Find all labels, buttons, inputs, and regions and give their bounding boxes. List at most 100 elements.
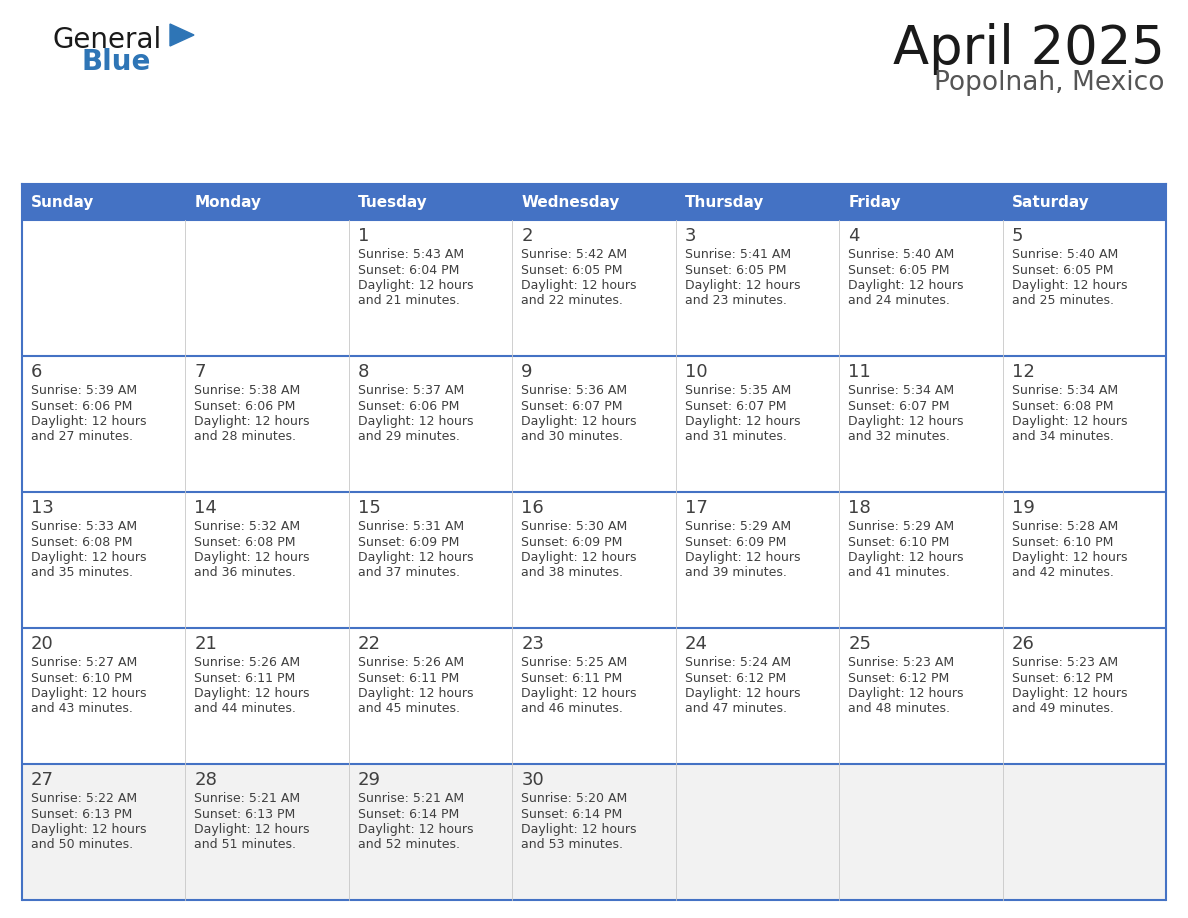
Text: Sunset: 6:06 PM: Sunset: 6:06 PM xyxy=(195,399,296,412)
Text: Daylight: 12 hours: Daylight: 12 hours xyxy=(684,415,801,428)
Text: Daylight: 12 hours: Daylight: 12 hours xyxy=(522,415,637,428)
Bar xyxy=(23,184,185,220)
Text: Sunset: 6:09 PM: Sunset: 6:09 PM xyxy=(522,535,623,548)
Text: 29: 29 xyxy=(358,771,381,789)
Bar xyxy=(23,628,1165,764)
Text: Sunset: 6:07 PM: Sunset: 6:07 PM xyxy=(522,399,623,412)
Text: Sunrise: 5:36 AM: Sunrise: 5:36 AM xyxy=(522,384,627,397)
Text: Sunrise: 5:23 AM: Sunrise: 5:23 AM xyxy=(1011,656,1118,669)
Text: Sunset: 6:10 PM: Sunset: 6:10 PM xyxy=(1011,535,1113,548)
Text: and 46 minutes.: and 46 minutes. xyxy=(522,702,624,715)
Text: and 43 minutes.: and 43 minutes. xyxy=(31,702,133,715)
Text: Sunrise: 5:30 AM: Sunrise: 5:30 AM xyxy=(522,520,627,533)
Text: and 39 minutes.: and 39 minutes. xyxy=(684,566,786,579)
Text: 9: 9 xyxy=(522,363,532,381)
Text: Daylight: 12 hours: Daylight: 12 hours xyxy=(848,551,963,564)
Text: and 28 minutes.: and 28 minutes. xyxy=(195,431,297,443)
Text: 16: 16 xyxy=(522,499,544,517)
Text: 30: 30 xyxy=(522,771,544,789)
Text: Sunset: 6:08 PM: Sunset: 6:08 PM xyxy=(195,535,296,548)
Text: and 21 minutes.: and 21 minutes. xyxy=(358,295,460,308)
Text: Sunrise: 5:40 AM: Sunrise: 5:40 AM xyxy=(848,248,954,261)
Text: Daylight: 12 hours: Daylight: 12 hours xyxy=(31,551,146,564)
Text: Sunrise: 5:34 AM: Sunrise: 5:34 AM xyxy=(1011,384,1118,397)
Text: 19: 19 xyxy=(1011,499,1035,517)
Text: and 24 minutes.: and 24 minutes. xyxy=(848,295,950,308)
Text: 1: 1 xyxy=(358,227,369,245)
Text: Blue: Blue xyxy=(82,48,151,76)
Text: Sunrise: 5:42 AM: Sunrise: 5:42 AM xyxy=(522,248,627,261)
Text: Sunrise: 5:33 AM: Sunrise: 5:33 AM xyxy=(31,520,137,533)
Text: 14: 14 xyxy=(195,499,217,517)
Text: and 22 minutes.: and 22 minutes. xyxy=(522,295,624,308)
Text: Sunrise: 5:32 AM: Sunrise: 5:32 AM xyxy=(195,520,301,533)
Text: and 53 minutes.: and 53 minutes. xyxy=(522,838,624,852)
Text: Sunrise: 5:20 AM: Sunrise: 5:20 AM xyxy=(522,792,627,805)
Text: Sunset: 6:08 PM: Sunset: 6:08 PM xyxy=(31,535,133,548)
Bar xyxy=(676,184,839,220)
Text: and 32 minutes.: and 32 minutes. xyxy=(848,431,950,443)
Text: Daylight: 12 hours: Daylight: 12 hours xyxy=(522,551,637,564)
Bar xyxy=(349,184,512,220)
Text: Friday: Friday xyxy=(848,195,901,209)
Text: 18: 18 xyxy=(848,499,871,517)
Text: Daylight: 12 hours: Daylight: 12 hours xyxy=(31,823,146,836)
Text: 10: 10 xyxy=(684,363,707,381)
Text: Sunset: 6:05 PM: Sunset: 6:05 PM xyxy=(1011,263,1113,276)
Text: Sunset: 6:05 PM: Sunset: 6:05 PM xyxy=(848,263,949,276)
Text: 23: 23 xyxy=(522,635,544,653)
Text: and 35 minutes.: and 35 minutes. xyxy=(31,566,133,579)
Text: and 42 minutes.: and 42 minutes. xyxy=(1011,566,1113,579)
Text: 2: 2 xyxy=(522,227,532,245)
Text: 28: 28 xyxy=(195,771,217,789)
Text: Daylight: 12 hours: Daylight: 12 hours xyxy=(358,823,473,836)
Text: Daylight: 12 hours: Daylight: 12 hours xyxy=(195,415,310,428)
Text: Saturday: Saturday xyxy=(1011,195,1089,209)
Text: 5: 5 xyxy=(1011,227,1023,245)
Polygon shape xyxy=(170,24,194,46)
Text: Sunrise: 5:34 AM: Sunrise: 5:34 AM xyxy=(848,384,954,397)
Text: Sunrise: 5:41 AM: Sunrise: 5:41 AM xyxy=(684,248,791,261)
Text: Daylight: 12 hours: Daylight: 12 hours xyxy=(358,551,473,564)
Text: Sunrise: 5:29 AM: Sunrise: 5:29 AM xyxy=(848,520,954,533)
Text: Sunset: 6:12 PM: Sunset: 6:12 PM xyxy=(848,671,949,685)
Text: 21: 21 xyxy=(195,635,217,653)
Text: Sunrise: 5:39 AM: Sunrise: 5:39 AM xyxy=(31,384,137,397)
Text: Sunrise: 5:38 AM: Sunrise: 5:38 AM xyxy=(195,384,301,397)
Text: Daylight: 12 hours: Daylight: 12 hours xyxy=(684,551,801,564)
Text: Sunrise: 5:43 AM: Sunrise: 5:43 AM xyxy=(358,248,465,261)
Text: Sunrise: 5:26 AM: Sunrise: 5:26 AM xyxy=(195,656,301,669)
Text: 26: 26 xyxy=(1011,635,1035,653)
Text: 24: 24 xyxy=(684,635,708,653)
Text: and 34 minutes.: and 34 minutes. xyxy=(1011,431,1113,443)
Text: Sunrise: 5:21 AM: Sunrise: 5:21 AM xyxy=(358,792,465,805)
Text: 8: 8 xyxy=(358,363,369,381)
Text: 25: 25 xyxy=(848,635,871,653)
Text: Sunrise: 5:26 AM: Sunrise: 5:26 AM xyxy=(358,656,465,669)
Text: Popolnah, Mexico: Popolnah, Mexico xyxy=(935,70,1165,96)
Text: and 27 minutes.: and 27 minutes. xyxy=(31,431,133,443)
Text: and 29 minutes.: and 29 minutes. xyxy=(358,431,460,443)
Text: Sunset: 6:08 PM: Sunset: 6:08 PM xyxy=(1011,399,1113,412)
Text: 13: 13 xyxy=(31,499,53,517)
Text: Sunrise: 5:40 AM: Sunrise: 5:40 AM xyxy=(1011,248,1118,261)
Text: Sunset: 6:13 PM: Sunset: 6:13 PM xyxy=(31,808,132,821)
Text: Daylight: 12 hours: Daylight: 12 hours xyxy=(358,687,473,700)
Text: Sunset: 6:11 PM: Sunset: 6:11 PM xyxy=(358,671,459,685)
Text: 22: 22 xyxy=(358,635,381,653)
Text: Daylight: 12 hours: Daylight: 12 hours xyxy=(522,687,637,700)
Text: Wednesday: Wednesday xyxy=(522,195,620,209)
Text: Sunset: 6:10 PM: Sunset: 6:10 PM xyxy=(31,671,132,685)
Text: 11: 11 xyxy=(848,363,871,381)
Text: and 48 minutes.: and 48 minutes. xyxy=(848,702,950,715)
Text: Daylight: 12 hours: Daylight: 12 hours xyxy=(358,279,473,292)
Text: Daylight: 12 hours: Daylight: 12 hours xyxy=(1011,551,1127,564)
Text: Sunrise: 5:27 AM: Sunrise: 5:27 AM xyxy=(31,656,138,669)
Text: Daylight: 12 hours: Daylight: 12 hours xyxy=(1011,415,1127,428)
Text: Daylight: 12 hours: Daylight: 12 hours xyxy=(522,279,637,292)
Text: and 36 minutes.: and 36 minutes. xyxy=(195,566,296,579)
Bar xyxy=(512,184,676,220)
Text: Sunrise: 5:29 AM: Sunrise: 5:29 AM xyxy=(684,520,791,533)
Text: Tuesday: Tuesday xyxy=(358,195,428,209)
Text: Daylight: 12 hours: Daylight: 12 hours xyxy=(195,551,310,564)
